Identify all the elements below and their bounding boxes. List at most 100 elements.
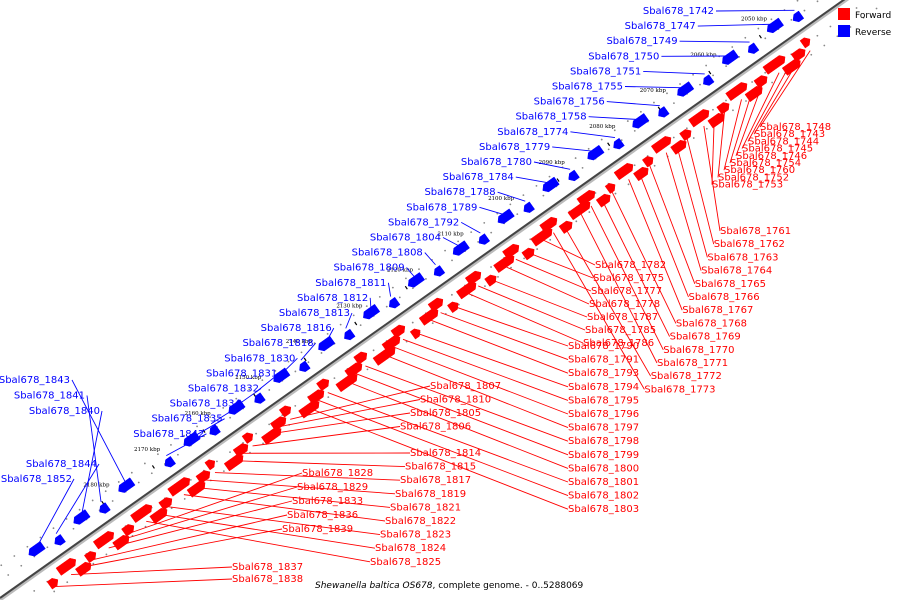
forward-gene-label: Sbal678_1754 — [730, 158, 801, 169]
axis-dot — [33, 590, 36, 592]
kbp-tick-label: 2060 kbp — [690, 52, 717, 58]
axis-dot — [300, 351, 303, 354]
kbp-tick-label: 2050 kbp — [741, 16, 768, 22]
forward-gene-arrow — [762, 55, 786, 75]
axis-dot — [431, 322, 434, 325]
axis-dot — [672, 136, 675, 139]
axis-dot — [183, 498, 186, 500]
reverse-gene-label: Sbal678_1758 — [515, 112, 586, 123]
axis-dot — [262, 442, 264, 445]
axis-dot — [744, 36, 747, 39]
axis-dot — [490, 231, 493, 234]
reverse-gene-leader — [715, 9, 795, 12]
forward-gene-leader — [515, 258, 592, 292]
forward-gene-label: Sbal678_1763 — [707, 252, 778, 263]
forward-gene-leader — [676, 145, 708, 258]
forward-gene-arrow — [781, 59, 801, 76]
forward-gene-leader — [91, 514, 288, 561]
forward-gene-arrow — [195, 470, 211, 484]
caption-organism: Shewanella baltica OS678 — [315, 581, 433, 591]
kbp-tick-mark — [708, 70, 712, 75]
forward-gene-arrow — [455, 281, 477, 300]
forward-gene-arrow — [753, 75, 768, 89]
forward-gene-label: Sbal678_1764 — [701, 266, 772, 277]
forward-gene-label: Sbal678_1797 — [568, 423, 639, 434]
forward-gene-arrow — [521, 247, 535, 261]
axis-dot — [588, 211, 591, 213]
reverse-gene-arrow — [523, 201, 535, 213]
forward-swatch — [838, 8, 850, 20]
forward-gene-arrow — [75, 561, 92, 577]
reverse-gene-leader — [479, 206, 506, 216]
axis-dot — [855, 7, 858, 9]
forward-gene-leader — [166, 506, 381, 536]
reverse-gene-label: Sbal678_1742 — [643, 6, 714, 17]
forward-gene-arrow — [167, 477, 191, 497]
axis-dot — [117, 481, 120, 483]
forward-gene-leader — [402, 338, 569, 401]
axis-dot — [65, 518, 68, 520]
axis-dot — [751, 81, 754, 83]
forward-gene-leader — [703, 125, 721, 232]
axis-dot — [365, 305, 368, 308]
axis-dot — [7, 574, 10, 576]
axis-dot — [685, 127, 688, 130]
axis-dot — [607, 148, 610, 151]
axis-dot — [53, 590, 56, 593]
axis-dot — [627, 183, 630, 186]
axis-dot — [587, 147, 590, 150]
forward-gene-label: Sbal678_1838 — [232, 574, 303, 585]
kbp-tick-label: 2180 kbp — [83, 483, 110, 489]
reverse-gene-leader — [387, 282, 392, 297]
reverse-gene-label: Sbal678_1749 — [606, 36, 677, 47]
forward-gene-arrow — [613, 163, 634, 181]
forward-gene-arrow — [725, 82, 748, 102]
axis-dot — [490, 266, 492, 268]
reverse-gene-label: Sbal678_1789 — [406, 202, 477, 213]
reverse-gene-leader — [424, 252, 436, 266]
forward-gene-label: Sbal678_1753 — [712, 180, 783, 191]
forward-gene-leader — [450, 304, 569, 347]
forward-gene-leader — [505, 266, 590, 305]
axis-dot — [699, 83, 701, 86]
axis-dot — [170, 507, 173, 510]
axis-dot — [653, 101, 655, 104]
axis-dot — [78, 508, 81, 511]
forward-gene-leader — [231, 460, 406, 468]
axis-dot — [770, 18, 773, 21]
reverse-gene-label: Sbal678_1832 — [188, 384, 259, 395]
axis-dot — [692, 73, 694, 76]
reverse-gene-label: Sbal678_1843 — [0, 375, 70, 386]
forward-gene-label: Sbal678_1806 — [400, 422, 471, 433]
forward-gene-leader — [580, 213, 658, 364]
reverse-gene-label: Sbal678_1811 — [315, 278, 386, 289]
forward-gene-leader — [478, 285, 586, 331]
legend: Forward Reverse — [838, 8, 892, 38]
forward-gene-label: Sbal678_1743 — [754, 129, 825, 140]
axis-dot — [444, 249, 446, 252]
axis-dot — [732, 109, 734, 112]
forward-gene-leader — [430, 319, 569, 374]
axis-dot — [535, 184, 538, 187]
forward-gene-label: Sbal678_1777 — [591, 286, 662, 297]
caption: Shewanella baltica OS678, complete genom… — [315, 581, 584, 591]
reverse-gene-label: Sbal678_1774 — [497, 127, 568, 138]
forward-gene-label: Sbal678_1837 — [232, 562, 303, 573]
forward-gene-label: Sbal678_1836 — [287, 510, 358, 521]
reverse-gene-label: Sbal678_1792 — [388, 217, 459, 228]
axis-dot — [229, 416, 232, 419]
forward-gene-leader — [279, 399, 421, 428]
axis-dot — [548, 175, 551, 178]
forward-gene-leader — [327, 392, 569, 483]
forward-gene-label: Sbal678_1746 — [736, 151, 807, 162]
forward-gene-arrow — [149, 507, 168, 525]
axis-dot — [327, 396, 330, 399]
forward-gene-label: Sbal678_1814 — [410, 448, 481, 459]
forward-gene-leader — [553, 232, 645, 390]
axis-dot — [261, 379, 264, 382]
forward-gene-arrow — [241, 432, 254, 444]
axis-dot — [639, 110, 642, 113]
axis-dot — [614, 192, 617, 195]
